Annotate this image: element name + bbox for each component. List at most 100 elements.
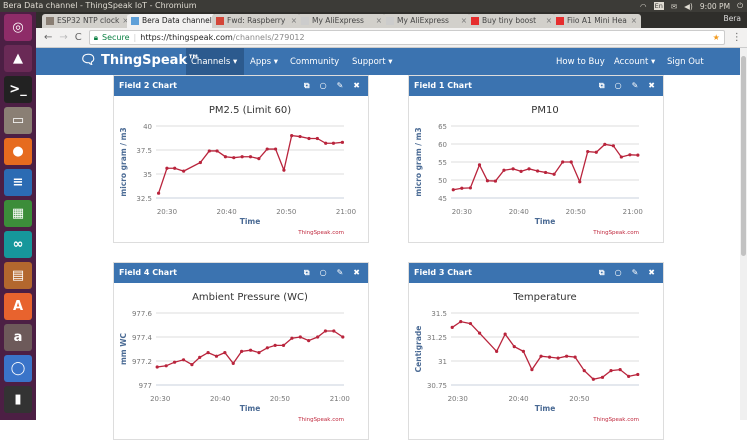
data-point <box>265 346 269 350</box>
launcher-terminal-icon[interactable]: >_ <box>4 76 32 103</box>
tab-favicon-icon <box>556 17 564 25</box>
power-icon[interactable]: ⏻ <box>737 1 743 10</box>
browser-tab[interactable]: Bera Data channel× <box>127 14 216 28</box>
series-line <box>157 134 343 194</box>
tab-favicon-icon <box>131 17 139 25</box>
browser-tab-strip: ESP32 NTP clock×Bera Data channel×Fwd: R… <box>36 12 747 28</box>
reload-icon[interactable]: C <box>74 32 82 43</box>
page-scrollbar[interactable] <box>740 48 747 420</box>
open-external-icon[interactable]: ⧉ <box>303 268 310 277</box>
data-point <box>257 157 261 161</box>
line-chart: Ambient Pressure (WC) 977 977.2 977.4 977.6 2… <box>119 292 350 423</box>
keyboard-language[interactable]: En <box>653 2 664 10</box>
data-point <box>273 147 278 151</box>
address-toolbar: ← → C 🔒︎ Secure | https://thingspeak.com… <box>36 28 747 48</box>
data-point <box>511 167 515 171</box>
launcher-arduino-icon[interactable]: ∞ <box>4 231 32 258</box>
open-external-icon[interactable]: ⧉ <box>303 81 310 90</box>
nav-support[interactable]: Support ▾ <box>352 57 393 67</box>
browser-tab[interactable]: My AliExpress × <box>382 14 471 28</box>
open-external-icon[interactable]: ⧉ <box>598 268 605 277</box>
data-point <box>156 191 161 195</box>
browser-tab[interactable]: Fwd: Raspberry × <box>212 14 301 28</box>
url-path: /channels/279012 <box>232 33 305 42</box>
tab-close-icon[interactable]: × <box>375 16 382 25</box>
edit-icon[interactable]: ✎ <box>631 81 639 90</box>
launcher-firefox-icon[interactable]: ● <box>4 138 32 165</box>
tab-title: Fwd: Raspberry <box>227 16 286 25</box>
data-point <box>477 331 482 335</box>
nav-channels[interactable]: Channels ▾ <box>191 57 238 67</box>
bookmark-star-icon[interactable]: ★ <box>712 33 720 42</box>
x-tick-label: 20:50 <box>569 395 589 403</box>
launcher-files-icon[interactable]: ▭ <box>4 107 32 134</box>
comment-icon[interactable]: ○ <box>319 268 327 277</box>
thingspeak-logo[interactable]: 🗨︎ ThingSpeak™ <box>80 53 201 68</box>
browser-tab[interactable]: My AliExpress × <box>297 14 386 28</box>
x-tick-label: 20:50 <box>276 208 296 216</box>
x-tick-label: 20:30 <box>452 208 472 216</box>
close-icon[interactable]: ✖ <box>648 81 655 90</box>
clock[interactable]: 9:00 PM <box>699 1 731 11</box>
tab-close-icon[interactable]: × <box>122 16 129 25</box>
nav-community[interactable]: Community <box>290 57 340 67</box>
card-title: Field 4 Chart <box>119 268 177 277</box>
close-icon[interactable]: ✖ <box>353 81 360 90</box>
scrollbar-thumb[interactable] <box>741 56 746 256</box>
volume-icon[interactable]: ◀) <box>684 1 693 11</box>
close-icon[interactable]: ✖ <box>648 268 655 277</box>
y-axis-label: mm WC <box>119 333 128 366</box>
open-external-icon[interactable]: ⧉ <box>598 81 605 90</box>
data-point <box>248 348 253 352</box>
data-point <box>290 134 294 138</box>
launcher-writer-icon[interactable]: ≡ <box>4 169 32 196</box>
edit-icon[interactable]: ✎ <box>631 268 639 277</box>
browser-tab[interactable]: Fiio A1 Mini Hea × <box>552 14 641 28</box>
launcher-amazon-icon[interactable]: a <box>4 324 32 351</box>
credit-label: ThingSpeak.com <box>592 417 639 423</box>
comment-icon[interactable]: ○ <box>614 81 622 90</box>
data-point <box>611 144 615 148</box>
launcher-chromium-icon[interactable]: ◯ <box>4 355 32 382</box>
data-point <box>315 136 319 141</box>
launcher-impress-icon[interactable]: ▤ <box>4 262 32 289</box>
chart-card: Field 1 Chart ⧉ ○ ✎ ✖ PM10 45 50 55 60 65 20:30 20:4… <box>408 75 664 243</box>
url-input[interactable]: 🔒︎ Secure | https://thingspeak.com/chann… <box>88 30 725 45</box>
back-icon[interactable]: ← <box>44 32 53 43</box>
chart-card: Field 4 Chart ⧉ ○ ✎ ✖ Ambient Pressure (WC) 97… <box>113 262 369 440</box>
wifi-icon[interactable]: ◠ <box>640 1 647 11</box>
profile-name[interactable]: Bera <box>723 14 741 23</box>
menu-icon[interactable]: ⋮ <box>731 32 742 43</box>
data-point <box>307 339 311 343</box>
y-tick-label: 50 <box>438 177 447 185</box>
secure-label: Secure <box>102 33 130 42</box>
data-point <box>503 332 507 336</box>
mail-icon[interactable]: ✉ <box>670 1 678 11</box>
tab-close-icon[interactable]: × <box>460 16 467 25</box>
tab-close-icon[interactable]: × <box>545 16 552 25</box>
browser-tab[interactable]: ESP32 NTP clock × <box>42 14 131 28</box>
launcher-vlc-icon[interactable]: ▲ <box>4 45 32 72</box>
data-point <box>636 153 640 157</box>
card-title: Field 2 Chart <box>119 81 177 90</box>
nav-how-to-buy[interactable]: How to Buy <box>556 57 605 67</box>
launcher-software-center-icon[interactable]: A <box>4 293 32 320</box>
comment-icon[interactable]: ○ <box>614 268 622 277</box>
edit-icon[interactable]: ✎ <box>336 81 344 90</box>
data-point <box>582 369 586 373</box>
tab-close-icon[interactable]: × <box>290 16 297 25</box>
card-header: Field 1 Chart ⧉ ○ ✎ ✖ <box>409 76 663 96</box>
edit-icon[interactable]: ✎ <box>336 268 344 277</box>
browser-tab[interactable]: Buy tiny boost × <box>467 14 556 28</box>
y-tick-label: 977.6 <box>132 310 153 318</box>
close-icon[interactable]: ✖ <box>353 268 360 277</box>
nav-apps[interactable]: Apps ▾ <box>250 57 279 67</box>
comment-icon[interactable]: ○ <box>319 81 327 90</box>
launcher-usb-drive-icon[interactable]: ▮ <box>4 386 32 413</box>
launcher-calc-icon[interactable]: ▦ <box>4 200 32 227</box>
nav-account[interactable]: Account ▾ <box>614 57 656 67</box>
forward-icon[interactable]: → <box>59 32 68 43</box>
nav-sign-out[interactable]: Sign Out <box>667 57 704 67</box>
tab-close-icon[interactable]: × <box>630 16 637 25</box>
launcher-ubuntu-icon[interactable]: ◎ <box>4 14 32 41</box>
